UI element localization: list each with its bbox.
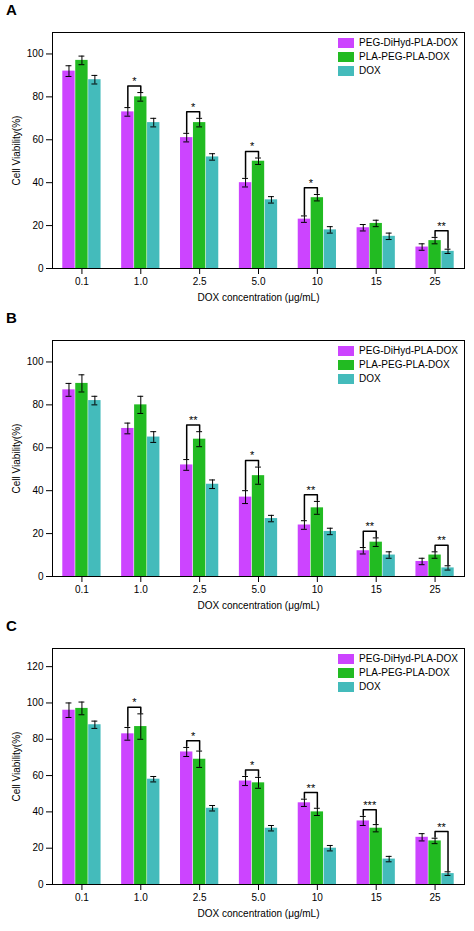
- svg-text:100: 100: [27, 697, 44, 708]
- svg-text:5.0: 5.0: [252, 584, 266, 595]
- svg-text:20: 20: [32, 842, 44, 853]
- svg-text:10: 10: [312, 892, 324, 903]
- html-text:C: C: [6, 617, 17, 634]
- svg-text:Cell Viability(%): Cell Viability(%): [11, 116, 22, 186]
- svg-text:0: 0: [38, 879, 44, 890]
- svg-text:*: *: [250, 449, 255, 461]
- svg-text:15: 15: [371, 892, 383, 903]
- svg-text:**: **: [189, 414, 198, 426]
- svg-text:80: 80: [32, 733, 44, 744]
- svg-text:10: 10: [312, 276, 324, 287]
- svg-text:DOX concentration (μg/mL): DOX concentration (μg/mL): [198, 292, 320, 303]
- svg-text:**: **: [307, 484, 316, 496]
- svg-text:0.1: 0.1: [75, 892, 89, 903]
- svg-text:**: **: [307, 782, 316, 794]
- html-text:PEG-DiHyd-PLA-DOX: PEG-DiHyd-PLA-DOX: [359, 653, 458, 664]
- html-text:DOX: DOX: [359, 65, 381, 76]
- svg-text:15: 15: [371, 584, 383, 595]
- svg-text:**: **: [437, 220, 446, 232]
- svg-text:Cell Viability(%): Cell Viability(%): [11, 424, 22, 494]
- svg-text:Cell Viability(%): Cell Viability(%): [11, 732, 22, 802]
- svg-text:*: *: [132, 696, 137, 708]
- svg-text:40: 40: [32, 177, 44, 188]
- svg-text:60: 60: [32, 442, 44, 453]
- svg-text:1.0: 1.0: [134, 276, 148, 287]
- svg-text:1.0: 1.0: [134, 892, 148, 903]
- svg-text:2.5: 2.5: [193, 584, 207, 595]
- svg-text:*: *: [250, 140, 255, 152]
- svg-text:DOX concentration (μg/mL): DOX concentration (μg/mL): [198, 600, 320, 611]
- svg-text:25: 25: [430, 276, 442, 287]
- svg-text:0: 0: [38, 263, 44, 274]
- svg-text:*: *: [132, 75, 137, 87]
- svg-text:15: 15: [371, 276, 383, 287]
- html-text:DOX: DOX: [359, 373, 381, 384]
- svg-text:100: 100: [27, 356, 44, 367]
- svg-text:25: 25: [430, 892, 442, 903]
- svg-text:*: *: [250, 759, 255, 771]
- svg-text:100: 100: [27, 48, 44, 59]
- svg-text:2.5: 2.5: [193, 276, 207, 287]
- svg-text:20: 20: [32, 528, 44, 539]
- html-text:DOX: DOX: [359, 681, 381, 692]
- svg-text:60: 60: [32, 134, 44, 145]
- svg-text:0.1: 0.1: [75, 584, 89, 595]
- svg-text:40: 40: [32, 485, 44, 496]
- svg-text:25: 25: [430, 584, 442, 595]
- svg-text:2.5: 2.5: [193, 892, 207, 903]
- svg-text:**: **: [365, 520, 374, 532]
- svg-text:80: 80: [32, 91, 44, 102]
- html-text:B: B: [6, 309, 17, 326]
- svg-text:***: ***: [363, 799, 377, 811]
- svg-text:5.0: 5.0: [252, 892, 266, 903]
- svg-text:**: **: [437, 534, 446, 546]
- svg-text:5.0: 5.0: [252, 276, 266, 287]
- html-text:PLA-PEG-PLA-DOX: PLA-PEG-PLA-DOX: [359, 51, 450, 62]
- svg-text:120: 120: [27, 661, 44, 672]
- html-text:A: A: [6, 1, 17, 18]
- html-text:PLA-PEG-PLA-DOX: PLA-PEG-PLA-DOX: [359, 359, 450, 370]
- svg-text:60: 60: [32, 770, 44, 781]
- svg-text:*: *: [309, 177, 314, 189]
- html-text:PEG-DiHyd-PLA-DOX: PEG-DiHyd-PLA-DOX: [359, 37, 458, 48]
- html-text:PEG-DiHyd-PLA-DOX: PEG-DiHyd-PLA-DOX: [359, 345, 458, 356]
- svg-text:DOX concentration (μg/mL): DOX concentration (μg/mL): [198, 908, 320, 919]
- svg-text:*: *: [191, 730, 196, 742]
- svg-text:1.0: 1.0: [134, 584, 148, 595]
- svg-text:**: **: [437, 821, 446, 833]
- svg-text:10: 10: [312, 584, 324, 595]
- html-text:PLA-PEG-PLA-DOX: PLA-PEG-PLA-DOX: [359, 667, 450, 678]
- svg-text:20: 20: [32, 220, 44, 231]
- svg-text:*: *: [191, 101, 196, 113]
- svg-text:0: 0: [38, 571, 44, 582]
- svg-text:0.1: 0.1: [75, 276, 89, 287]
- svg-text:40: 40: [32, 806, 44, 817]
- svg-text:80: 80: [32, 399, 44, 410]
